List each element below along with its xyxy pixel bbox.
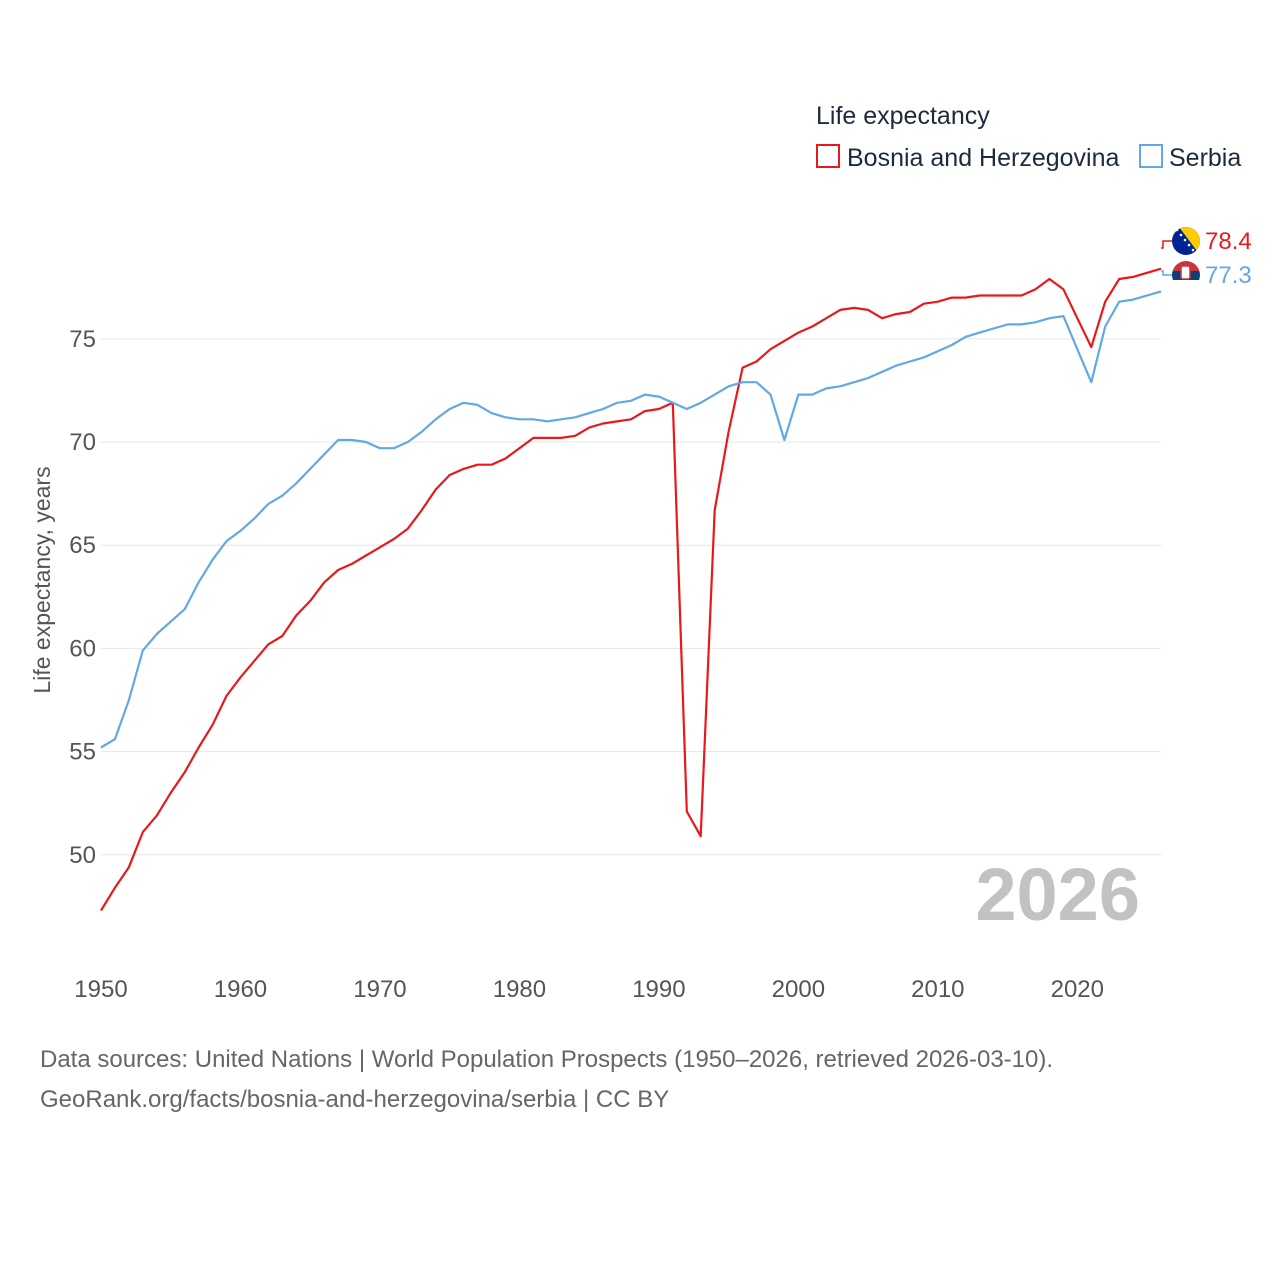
serbia-flag-icon <box>1172 261 1200 289</box>
gridlines <box>101 338 1161 856</box>
x-tick-label: 2000 <box>772 976 825 1003</box>
source-link[interactable]: GeoRank.org/facts/bosnia-and-herzegovina… <box>40 1086 670 1113</box>
legend-swatch-bosnia <box>816 144 840 168</box>
x-tick-label: 1960 <box>214 976 267 1003</box>
bosnia-end-connector <box>1161 240 1172 249</box>
legend: Life expectancy Bosnia and Herzegovina S… <box>816 102 1241 172</box>
y-axis-ticks: 50 55 60 65 70 75 <box>69 326 96 869</box>
x-tick-label: 1970 <box>353 976 406 1003</box>
y-tick-label: 50 <box>69 842 96 869</box>
y-tick-label: 75 <box>69 326 96 353</box>
y-tick-label: 70 <box>69 429 96 456</box>
y-tick-label: 65 <box>69 532 96 559</box>
serbia-end-value: 77.3 <box>1205 262 1252 289</box>
year-label: 2026 <box>975 853 1140 936</box>
data-sources-note: Data sources: United Nations | World Pop… <box>40 1046 1054 1073</box>
series-lines <box>100 267 1162 912</box>
legend-item-bosnia[interactable]: Bosnia and Herzegovina <box>816 144 1119 172</box>
legend-title: Life expectancy <box>816 102 990 130</box>
legend-item-serbia[interactable]: Serbia <box>1139 144 1241 172</box>
legend-label-bosnia: Bosnia and Herzegovina <box>847 144 1119 172</box>
y-tick-label: 55 <box>69 739 96 766</box>
legend-label-serbia: Serbia <box>1169 144 1241 172</box>
footer: Data sources: United Nations | World Pop… <box>40 1040 1240 1120</box>
serbia-line[interactable] <box>100 290 1162 749</box>
bosnia-flag-icon <box>1172 227 1200 255</box>
y-axis-label: Life expectancy, years <box>29 466 55 693</box>
x-tick-label: 1950 <box>74 976 127 1003</box>
x-tick-label: 2010 <box>911 976 964 1003</box>
legend-swatch-serbia <box>1139 144 1163 168</box>
y-tick-label: 60 <box>69 635 96 662</box>
bosnia-line[interactable] <box>100 267 1162 912</box>
x-tick-label: 2020 <box>1051 976 1104 1003</box>
serbia-end-connector <box>1161 270 1172 276</box>
life-expectancy-chart: 50 55 60 65 70 75 1950 1960 1970 1980 1990 2000 201… <box>29 102 1252 1003</box>
x-tick-label: 1980 <box>493 976 546 1003</box>
x-tick-label: 1990 <box>632 976 685 1003</box>
bosnia-end-value: 78.4 <box>1205 228 1252 255</box>
x-axis-ticks: 1950 1960 1970 1980 1990 2000 2010 2020 <box>74 976 1104 1003</box>
